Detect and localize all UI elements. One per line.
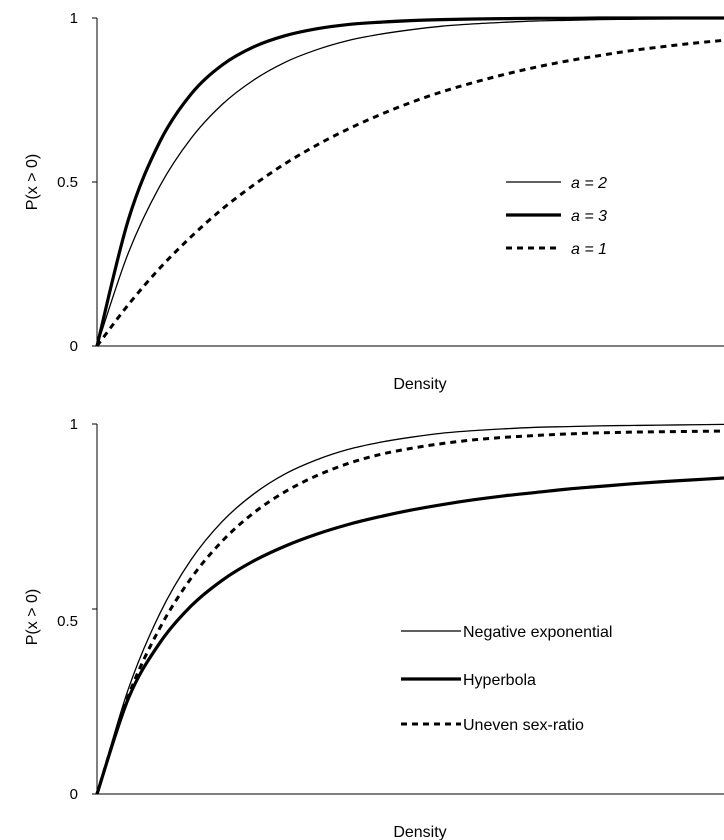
x-axis-label: Density [393, 376, 446, 393]
x-axis-label: Density [393, 824, 446, 840]
y-axis-label: P(x > 0) [24, 589, 41, 645]
series-group [95, 16, 724, 347]
series-line-hyperbola [95, 476, 724, 795]
y-axis-label: P(x > 0) [24, 154, 41, 210]
legend-label-a-2: a = 2 [571, 175, 607, 192]
series-line-uneven-sex-ratio [95, 429, 724, 795]
chart-top: 1 0.5 0 P(x > 0) Density a = 2 a = 3 a =… [24, 10, 724, 393]
series-line-a-3 [95, 16, 724, 347]
legend: a = 2 a = 3 a = 1 [506, 175, 607, 258]
series-line-negative-exponential [96, 423, 724, 795]
series-group [95, 423, 724, 795]
series-line-a-2 [96, 17, 724, 347]
legend-label-hyperbola: Hyperbola [463, 672, 536, 689]
legend-label-a-1: a = 1 [571, 241, 607, 258]
legend-label-negative-exponential: Negative exponential [463, 624, 612, 641]
y-tick-label-1: 1 [70, 10, 78, 27]
chart-bottom: 1 0.5 0 P(x > 0) Density Negative expone… [24, 416, 724, 840]
series-line-a-1 [95, 38, 724, 347]
legend: Negative exponential Hyperbola Uneven se… [401, 624, 612, 734]
y-tick-label-0-5: 0.5 [57, 174, 78, 191]
legend-label-a-3: a = 3 [571, 208, 607, 225]
y-tick-label-0: 0 [70, 338, 78, 355]
legend-label-uneven-sex-ratio: Uneven sex-ratio [463, 717, 584, 734]
y-tick-label-1: 1 [70, 416, 78, 433]
y-tick-label-0-5: 0.5 [57, 613, 78, 630]
y-tick-label-0: 0 [70, 786, 78, 803]
